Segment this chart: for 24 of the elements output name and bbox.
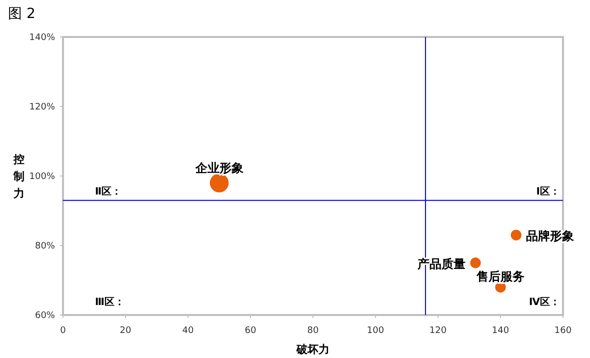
x-tick-label: 160 [554, 326, 572, 336]
y-tick-label: 100% [29, 172, 56, 182]
series-label: 售后服务 [476, 269, 524, 284]
x-tick-label: 100 [366, 326, 384, 336]
x-tick-label: 80 [307, 326, 319, 336]
annotation: Ⅱ区： [95, 185, 122, 198]
series-label: 品牌形象 [526, 229, 574, 244]
x-tick-label: 60 [244, 326, 256, 336]
y-tick-label: 140% [29, 33, 56, 43]
annotation: Ⅳ区： [529, 296, 560, 308]
x-tick-label: 120 [429, 326, 447, 336]
y-tick-label: 60% [34, 311, 56, 321]
series-label: 企业形象 [194, 160, 244, 175]
annotation: Ⅰ区： [536, 185, 560, 198]
x-tick-label: 140 [492, 326, 510, 336]
x-tick-label: 40 [182, 326, 194, 336]
chart-title: 图 2 [8, 6, 36, 22]
x-axis-title: 破坏力 [296, 343, 330, 356]
y-tick-label: 120% [29, 102, 56, 112]
y-axis-title: 控制力 [12, 153, 24, 200]
y-tick-label: 80% [34, 242, 56, 252]
x-tick-label: 20 [120, 326, 132, 336]
annotation: Ⅲ区： [95, 296, 124, 308]
x-tick-label: 0 [60, 326, 66, 336]
